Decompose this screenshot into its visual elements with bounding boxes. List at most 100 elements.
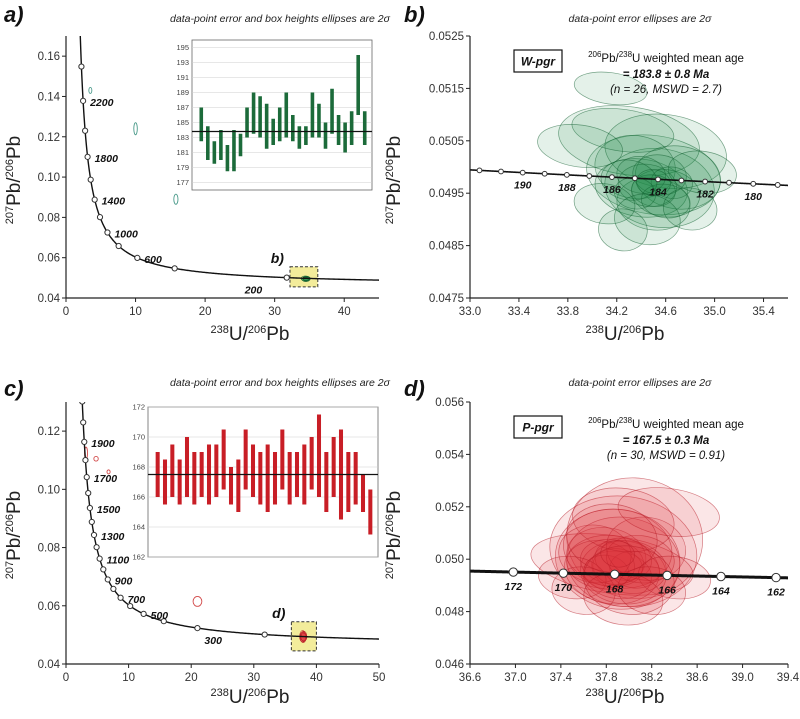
inset-tick-181: 181 xyxy=(176,148,189,157)
y-tick-label-3: 0.10 xyxy=(38,484,60,496)
age-marker-180 xyxy=(750,180,757,187)
age-marker-189 xyxy=(541,170,548,177)
age-marker-182 xyxy=(702,178,709,185)
x-tick-label-4: 40 xyxy=(310,672,323,684)
inset-bar-9 xyxy=(214,444,219,497)
plot-area-b xyxy=(470,71,788,252)
age-marker-185 xyxy=(631,175,638,182)
inset-a: 177 179 181 183 185 187 189 191 193 195 xyxy=(176,39,373,191)
age-marker-1600 xyxy=(87,176,94,183)
age-marker-187 xyxy=(586,173,593,179)
age-label-164: 164 xyxy=(712,586,730,598)
y-tick-label-1: 0.048 xyxy=(435,607,464,619)
x-axis-title-c-sup1: 238 xyxy=(211,687,229,699)
inset-bar-17 xyxy=(272,452,278,505)
x-tick-label-4: 38.2 xyxy=(641,672,663,684)
inset-bar-20 xyxy=(323,122,328,149)
age-marker-200 xyxy=(261,631,268,638)
x-axis-title-d-sup1: 238 xyxy=(586,687,604,699)
y-tick-label-0: 0.0475 xyxy=(429,293,464,305)
weighted-mean-age-d: = 167.5 ± 0.3 Ma xyxy=(623,435,710,447)
inset-frame-a xyxy=(191,39,373,191)
inset-bar-10 xyxy=(221,429,226,490)
y-tick-label-2: 0.0495 xyxy=(429,188,464,200)
y-axis-title-a-main: Pb/ xyxy=(4,177,25,206)
y-tick-label-1: 0.0485 xyxy=(429,241,464,253)
age-marker-1400 xyxy=(88,518,95,526)
inset-tick-189: 189 xyxy=(176,88,189,97)
age-marker-2000 xyxy=(82,127,89,134)
x-tick-label-5: 38.6 xyxy=(686,672,708,684)
y-axis-title-c-main: Pb/ xyxy=(4,532,25,561)
inset-tick-193: 193 xyxy=(176,58,189,67)
y-axis-title-a: 207Pb/206Pb xyxy=(4,136,25,225)
weighted-mean-stats-b: (n = 26, MSWD = 2.7) xyxy=(610,84,722,96)
inset-bar-30 xyxy=(368,489,373,535)
age-label-2200: 2200 xyxy=(89,97,114,109)
outlier-ellipse-2 xyxy=(173,193,179,205)
age-label-700: 700 xyxy=(128,594,146,606)
x-axis-title-a-end: Pb xyxy=(266,324,289,345)
age-marker-500 xyxy=(140,610,147,617)
age-marker-400 xyxy=(160,618,167,625)
error-ellipse-17 xyxy=(641,183,691,219)
inset-tick-164: 164 xyxy=(132,523,145,532)
y-tick-label-1: 0.06 xyxy=(38,253,60,265)
panel-a: a) data-point error and box heights ellip… xyxy=(4,2,391,345)
inset-tick-168: 168 xyxy=(132,463,145,472)
inset-bar-9 xyxy=(251,92,256,134)
age-marker-400 xyxy=(171,265,178,272)
plot-area-d xyxy=(470,477,788,626)
age-marker-190 xyxy=(519,169,526,176)
age-label-184: 184 xyxy=(649,186,667,198)
y-tick-label-3: 0.0505 xyxy=(429,136,464,148)
x-tick-label-2: 37.4 xyxy=(550,672,573,684)
inset-bar-23 xyxy=(316,414,322,497)
inset-bar-10 xyxy=(258,96,262,138)
age-marker-2100 xyxy=(79,402,86,405)
inset-bar-4 xyxy=(177,459,182,505)
outlier-ellipse-1 xyxy=(133,122,138,136)
panel-label-c: c) xyxy=(4,376,24,401)
inset-bar-4 xyxy=(219,130,223,160)
weighted-mean-title-d: 206Pb/238U weighted mean age xyxy=(588,416,744,431)
age-marker-800 xyxy=(115,242,122,250)
y-axis-title-c: 207Pb/206Pb xyxy=(4,491,25,580)
y-tick-label-3: 0.10 xyxy=(38,172,60,184)
y-axis-title-c-sup2: 206 xyxy=(4,514,16,532)
y-tick-label-4: 0.0515 xyxy=(429,83,464,95)
age-label-166: 166 xyxy=(658,584,676,596)
inset-bar-14 xyxy=(284,92,289,138)
inset-bar-13 xyxy=(277,107,282,142)
x-tick-label-1: 10 xyxy=(129,306,142,318)
inset-bar-13 xyxy=(243,429,248,490)
inset-bar-2 xyxy=(162,459,168,505)
x-tick-label-3: 30 xyxy=(268,306,281,318)
inset-bar-22 xyxy=(309,437,314,490)
age-marker-179 xyxy=(774,182,781,188)
age-marker-1200 xyxy=(93,544,100,551)
y-tick-label-4: 0.12 xyxy=(38,426,60,438)
age-label-1500: 1500 xyxy=(97,504,121,516)
x-axis-title-c: 238U/206Pb xyxy=(211,687,290,708)
wm-sup2: 238 xyxy=(619,416,633,425)
error-ellipse-22 xyxy=(537,124,623,168)
age-label-186: 186 xyxy=(603,184,621,196)
y-tick-label-0: 0.04 xyxy=(38,293,61,305)
y-tick-label-4: 0.12 xyxy=(38,132,60,144)
y-tick-label-0: 0.04 xyxy=(38,659,61,671)
age-label-900: 900 xyxy=(115,575,133,587)
age-marker-800 xyxy=(110,585,117,592)
x-tick-label-6: 35.4 xyxy=(752,306,775,318)
age-label-500: 500 xyxy=(151,610,169,622)
y-axis-title-b-sup2: 206 xyxy=(384,159,396,177)
inset-bar-12 xyxy=(236,459,241,512)
y-axis-title-a-sup2: 206 xyxy=(4,159,16,177)
y-tick-label-0: 0.046 xyxy=(435,659,464,671)
sample-label-d: P-pgr xyxy=(522,421,555,435)
inset-bar-8 xyxy=(245,107,249,138)
x-tick-label-4: 40 xyxy=(338,306,351,318)
y-axis-title-d-main: Pb/ xyxy=(384,532,405,561)
x-axis-title-a-main: U/ xyxy=(229,324,249,345)
y-tick-label-6: 0.16 xyxy=(38,51,60,63)
